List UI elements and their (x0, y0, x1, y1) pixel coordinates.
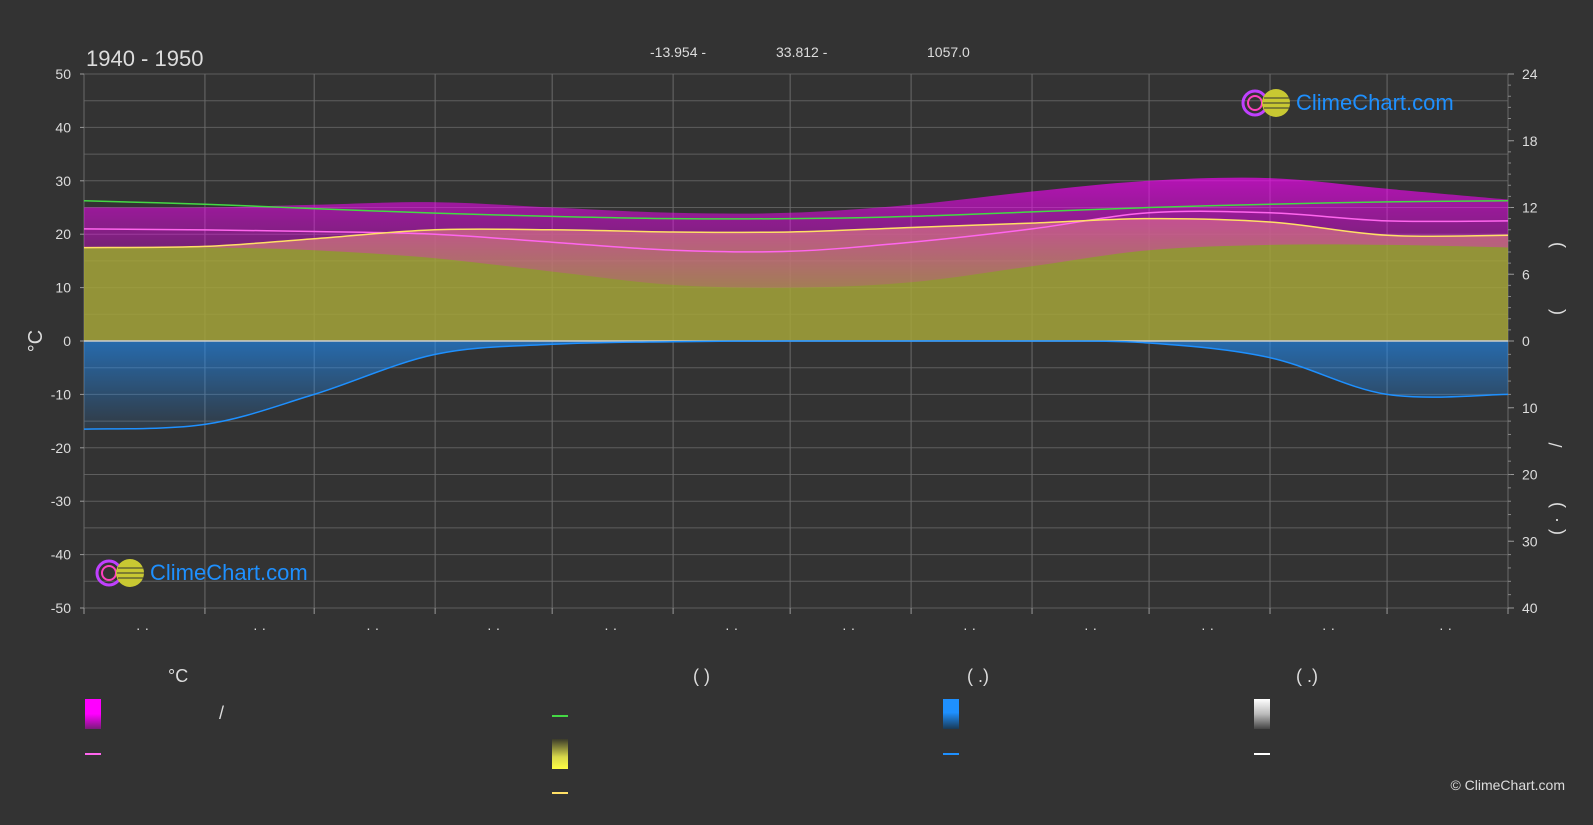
right-precip-tick-label: 40 (1522, 600, 1538, 616)
right-hours-tick-label: 6 (1522, 266, 1530, 282)
legend-mean-temp-line (85, 753, 101, 755)
rain-band (84, 340, 1508, 430)
copyright[interactable]: © ClimeChart.com (1450, 777, 1565, 793)
daylight-line (83, 200, 1509, 220)
data-bands (84, 177, 1508, 430)
climate-chart: 50 40 30 20 10 0 -10 -20 -30 -40 -50 °C 24 18 12 6 0 10 20… (25, 66, 1566, 636)
legend-temp-range-swatch (85, 699, 101, 729)
legend-rain-line (943, 753, 959, 755)
rain-line (83, 340, 1509, 430)
latitude-label: -13.954 - (650, 44, 707, 60)
right-hours-tick-label: 24 (1522, 66, 1538, 82)
longitude-label: 33.812 - (776, 44, 828, 60)
right-hours-tick-label: 18 (1522, 133, 1538, 149)
left-tick-label: -10 (51, 386, 71, 402)
month-tick-label: · · (725, 620, 738, 636)
data-lines (83, 200, 1509, 430)
climechart-logo-icon (1241, 89, 1290, 117)
month-tick-label: · · (253, 620, 266, 636)
month-tick-label: · · (1322, 620, 1335, 636)
legend-rain-header: ( .) (967, 666, 989, 686)
logo-text: ClimeChart.com (150, 560, 308, 585)
climechart-logo-icon (95, 559, 144, 587)
legend-snow-header: ( .) (1296, 666, 1318, 686)
legend-sunshine-swatch (552, 739, 568, 769)
right-axis-label-glyph: / (1546, 442, 1566, 447)
left-tick-label: -50 (51, 600, 71, 616)
month-tick-label: · · (366, 620, 379, 636)
month-tick-label: · · (1201, 620, 1214, 636)
right-axis-label-glyph: ( (1546, 529, 1566, 535)
left-tick-label: 40 (55, 119, 71, 135)
legend-daylight-line (552, 715, 568, 717)
right-axis-label-glyph: ( (1546, 309, 1566, 315)
left-tick-label: 0 (63, 333, 71, 349)
left-tick-label: -30 (51, 493, 71, 509)
left-tick-label: -20 (51, 440, 71, 456)
right-precip-tick-label: 30 (1522, 533, 1538, 549)
logo-text: ClimeChart.com (1296, 90, 1454, 115)
month-tick-label: · · (136, 620, 149, 636)
chart-title: 1940 - 1950 (86, 46, 204, 71)
right-axis-label-glyph: ) (1546, 242, 1566, 248)
left-tick-label: 20 (55, 226, 71, 242)
month-tick-label: · · (487, 620, 500, 636)
legend-sunshine-line (552, 792, 568, 794)
month-tick-label: · · (1084, 620, 1097, 636)
legend-snow-swatch (1254, 699, 1270, 729)
sunshine-line (83, 217, 1509, 249)
mean-temp-line (83, 210, 1509, 253)
left-tick-label: -40 (51, 547, 71, 563)
legend-temp-header: °C (168, 666, 189, 686)
temperature-range-band (84, 177, 1508, 288)
left-tick-label: 30 (55, 173, 71, 189)
right-hours-tick-label: 12 (1522, 200, 1538, 216)
right-axis-label-glyph: ) (1546, 502, 1566, 508)
legend-slash: / (219, 703, 225, 723)
elevation-label: 1057.0 (927, 44, 970, 60)
month-tick-label: · · (842, 620, 855, 636)
right-precip-tick-label: 10 (1522, 400, 1538, 416)
left-axis-label: °C (25, 330, 47, 352)
logo-bottom[interactable]: ClimeChart.com (94, 558, 308, 588)
legend-sun-header: ( ) (693, 666, 710, 686)
right-hours-tick-label: 0 (1522, 333, 1530, 349)
axes: 50 40 30 20 10 0 -10 -20 -30 -40 -50 °C 24 18 12 6 0 10 20… (25, 66, 1566, 636)
month-tick-label: · · (1439, 620, 1452, 636)
legend-snow-line (1254, 753, 1270, 755)
left-tick-label: 50 (55, 66, 71, 82)
left-tick-label: 10 (55, 280, 71, 296)
month-tick-label: · · (963, 620, 976, 636)
month-tick-label: · · (604, 620, 617, 636)
logo-top[interactable]: ClimeChart.com (1240, 88, 1454, 118)
right-axis-label-glyph: · (1546, 517, 1566, 523)
legend-rain-swatch (943, 699, 959, 729)
right-precip-tick-label: 20 (1522, 467, 1538, 483)
